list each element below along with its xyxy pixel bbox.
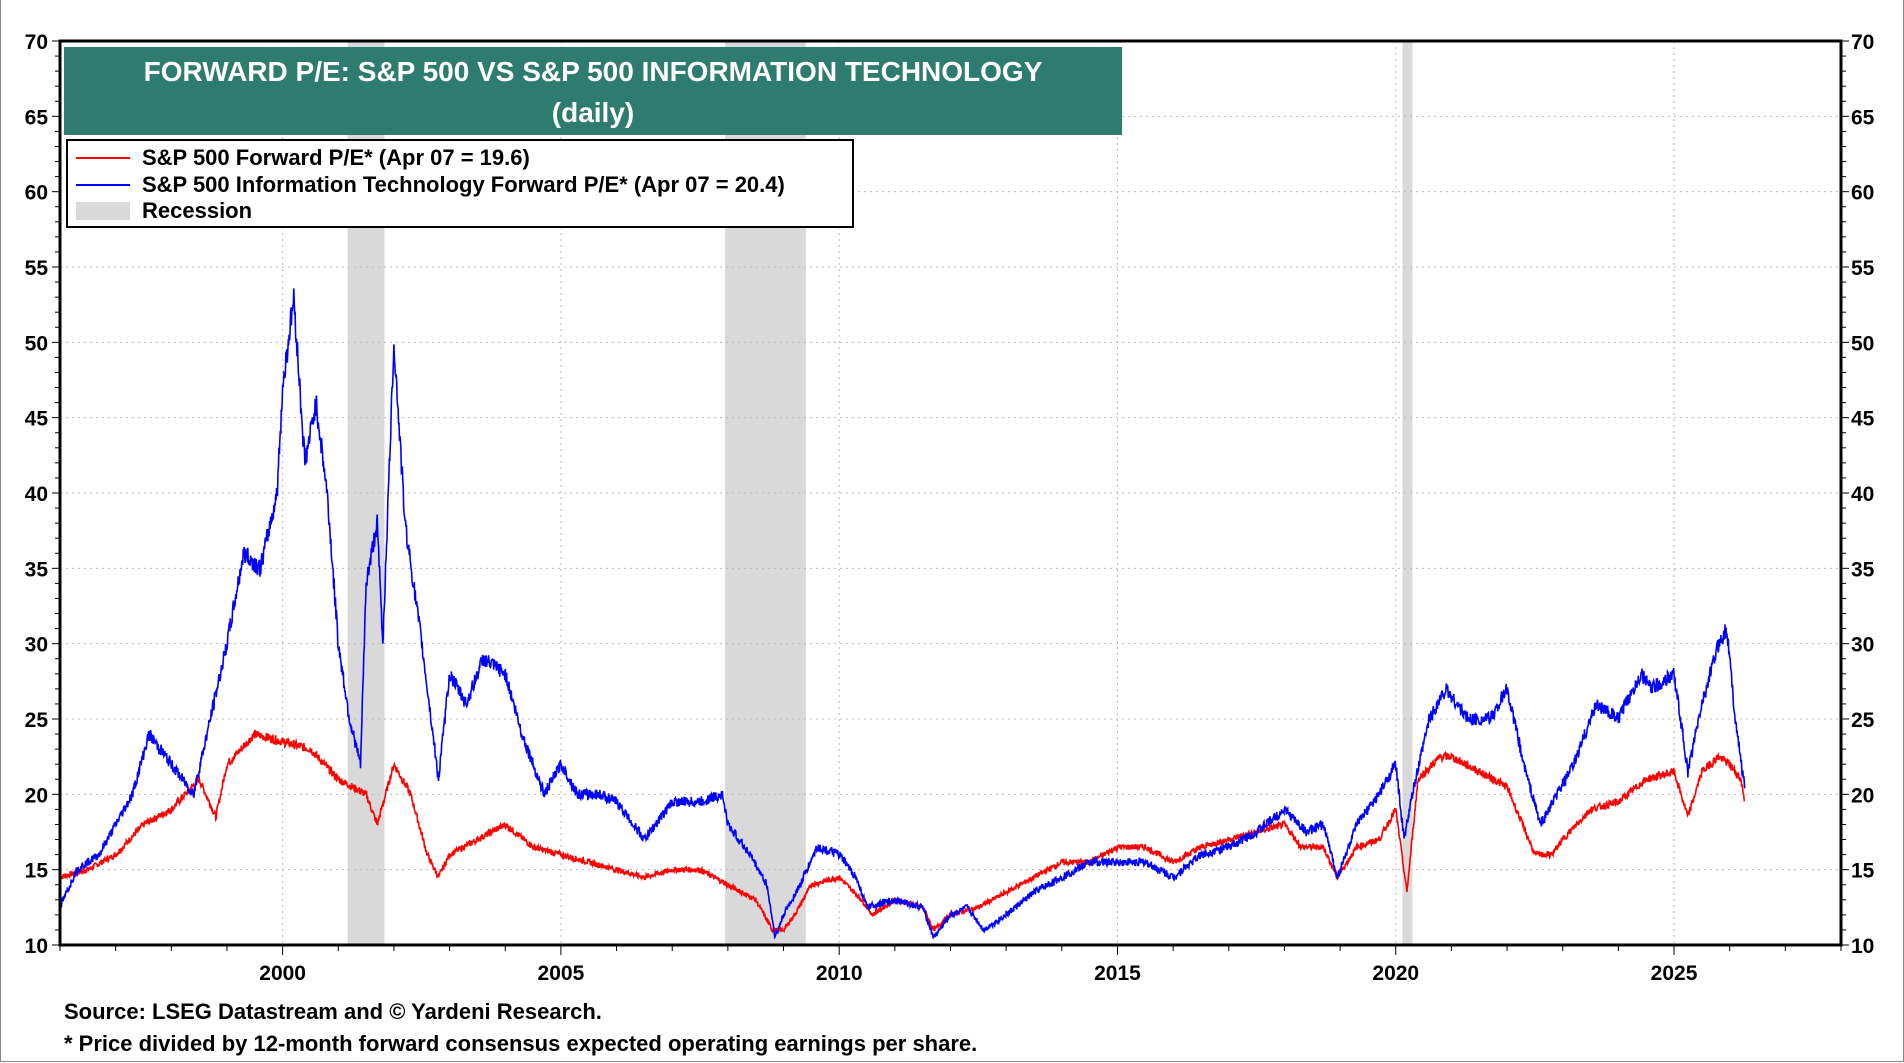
y-tick-label-left: 15 [25,860,49,883]
chart-title: FORWARD P/E: S&P 500 VS S&P 500 INFORMAT… [143,56,1043,87]
y-tick-label-right: 15 [1851,860,1875,883]
y-tick-label-right: 65 [1851,106,1875,129]
y-tick-label-right: 35 [1851,558,1875,581]
y-tick-label-right: 10 [1851,935,1874,958]
y-tick-label-left: 20 [25,784,48,807]
x-tick-label: 2010 [816,962,863,985]
legend-item-it: S&P 500 Information Technology Forward P… [76,172,785,198]
legend-label-recession: Recession [142,198,253,223]
y-tick-label-left: 35 [25,558,49,581]
y-tick-label-left: 45 [25,408,49,431]
source-note: Source: LSEG Datastream and © Yardeni Re… [64,999,602,1024]
legend-swatch-red [76,157,130,159]
y-tick-label-right: 30 [1851,634,1874,657]
y-tick-label-left: 40 [25,483,48,506]
y-tick-label-left: 50 [25,332,48,355]
y-tick-label-right: 20 [1851,784,1874,807]
x-tick-label: 2005 [538,962,585,985]
chart-title-banner: FORWARD P/E: S&P 500 VS S&P 500 INFORMAT… [64,47,1122,135]
legend: S&P 500 Forward P/E* (Apr 07 = 19.6) S&P… [66,139,854,228]
legend-swatch-blue [76,184,130,186]
y-tick-label-right: 40 [1851,483,1874,506]
legend-swatch-recession [76,202,130,220]
y-tick-label-right: 70 [1851,31,1874,54]
y-tick-label-right: 55 [1851,257,1875,280]
legend-label-it: S&P 500 Information Technology Forward P… [142,172,785,197]
y-tick-label-right: 25 [1851,709,1875,732]
series-line-it [59,288,1746,940]
y-tick-label-right: 45 [1851,408,1875,431]
plot-border [58,39,1843,947]
x-tick-label: 2015 [1094,962,1141,985]
y-tick-label-left: 25 [25,709,49,732]
recession-band [1402,41,1413,945]
y-tick-label-right: 50 [1851,332,1874,355]
y-tick-label-right: 60 [1851,182,1874,205]
footnote: * Price divided by 12-month forward cons… [64,1031,978,1056]
y-tick-label-left: 10 [25,935,48,958]
y-tick-label-left: 55 [25,257,49,280]
y-tick-label-left: 65 [25,106,49,129]
legend-label-sp500: S&P 500 Forward P/E* (Apr 07 = 19.6) [142,145,530,170]
x-tick-label: 2000 [259,962,306,985]
x-tick-label: 2020 [1372,962,1419,985]
x-tick-label: 2025 [1651,962,1698,985]
y-tick-label-left: 60 [25,182,48,205]
chart-subtitle: (daily) [551,97,635,128]
y-tick-label-left: 30 [25,634,48,657]
legend-item-recession: Recession [76,198,252,224]
legend-item-sp500: S&P 500 Forward P/E* (Apr 07 = 19.6) [76,145,530,171]
y-tick-label-left: 70 [25,31,48,54]
